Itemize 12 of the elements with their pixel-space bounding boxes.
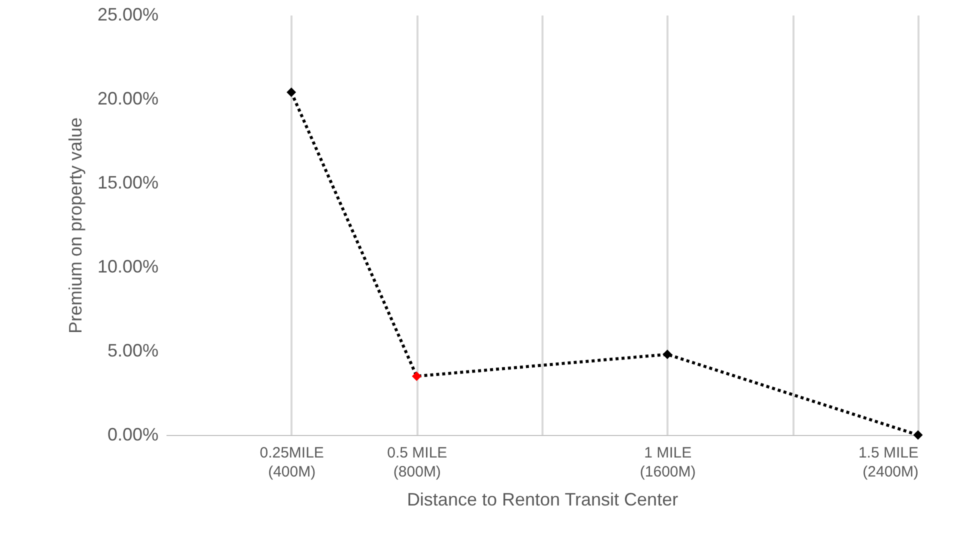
x-tick-label: 0.25MILE (400M) xyxy=(260,444,324,480)
x-axis-title: Distance to Renton Transit Center xyxy=(406,490,678,510)
x-tick-label: 1.5 MILE (2400M) xyxy=(858,444,918,480)
y-tick-label: 5.00% xyxy=(107,340,158,360)
x-tick-label: 1 MILE (1600M) xyxy=(640,444,696,480)
y-tick-label: 10.00% xyxy=(97,256,158,276)
x-tick-label: 0.5 MILE (800M) xyxy=(387,444,448,480)
y-axis-title: Premium on property value xyxy=(65,117,86,334)
y-tick-label: 15.00% xyxy=(97,172,158,192)
y-tick-label: 25.00% xyxy=(97,4,158,24)
y-tick-label: 0.00% xyxy=(107,424,158,444)
y-tick-label: 20.00% xyxy=(97,88,158,108)
